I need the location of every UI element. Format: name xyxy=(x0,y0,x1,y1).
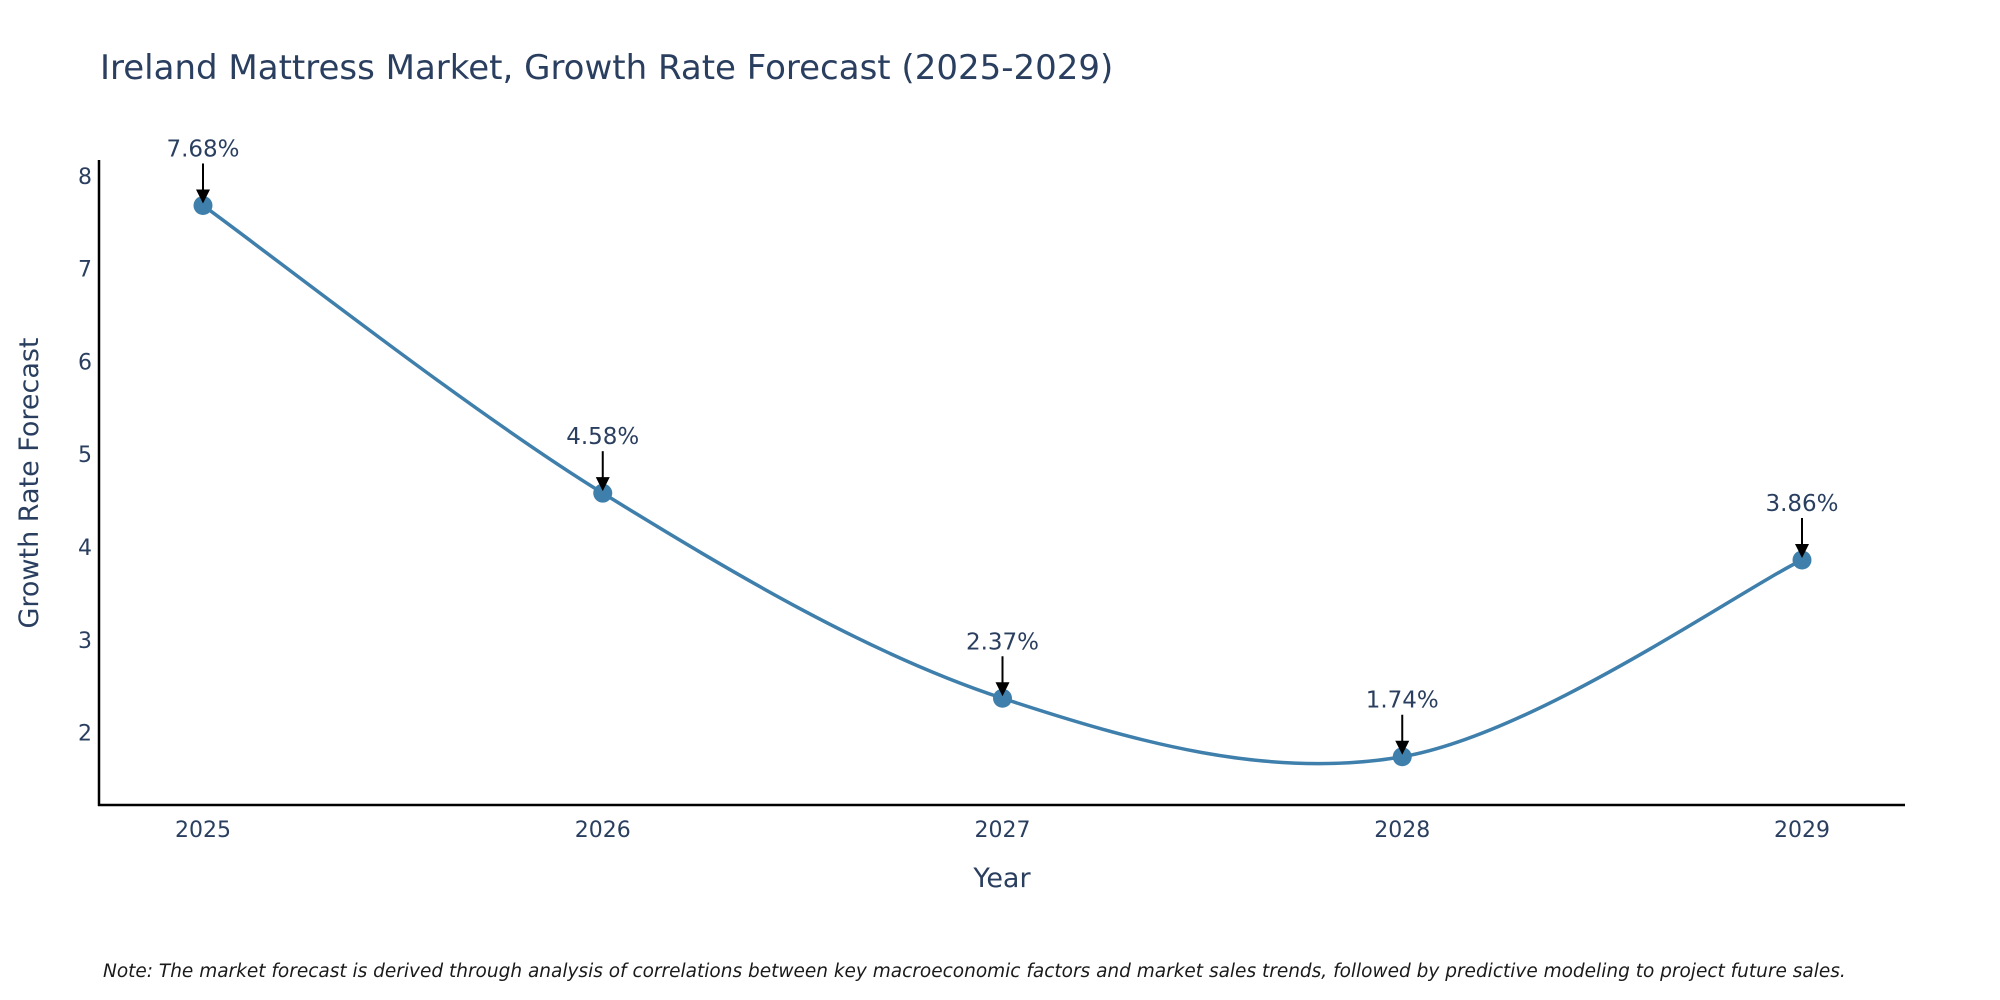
plot-area: 2 3 4 5 6 7 8 2025 2026 2027 2028 2029 7.68% 4.58% 2… xyxy=(78,136,1905,843)
x-tick-label: 2029 xyxy=(1774,818,1830,843)
annotation-arrow-head xyxy=(595,477,610,492)
data-point xyxy=(1392,747,1412,767)
chart-title: Ireland Mattress Market, Growth Rate For… xyxy=(100,48,1113,88)
y-tick-group: 2 3 4 5 6 7 8 xyxy=(78,165,92,747)
data-label: 7.68% xyxy=(166,136,239,162)
x-tick-label: 2027 xyxy=(975,818,1031,843)
data-point xyxy=(1792,550,1812,570)
data-point xyxy=(193,195,213,215)
x-tick-group: 2025 2026 2027 2028 2029 xyxy=(175,818,1830,843)
y-tick-label: 3 xyxy=(78,629,92,654)
y-tick-label: 6 xyxy=(78,350,92,375)
x-tick-label: 2028 xyxy=(1374,818,1430,843)
marker-layer xyxy=(193,195,1812,767)
y-tick-label: 2 xyxy=(78,722,92,747)
x-tick-label: 2026 xyxy=(575,818,631,843)
y-tick-label: 5 xyxy=(78,443,92,468)
data-label: 4.58% xyxy=(566,424,639,450)
annotation-arrow-head xyxy=(995,682,1010,697)
x-axis-title: Year xyxy=(972,863,1031,894)
y-tick-label: 4 xyxy=(78,536,92,561)
data-label: 3.86% xyxy=(1765,491,1838,517)
data-label: 2.37% xyxy=(966,629,1039,655)
annotation-arrow-head xyxy=(1395,740,1410,755)
annotation-layer: 7.68% 4.58% 2.37% 1.74% 3.86% xyxy=(166,136,1839,755)
x-tick-label: 2025 xyxy=(175,818,231,843)
annotation-arrow-head xyxy=(196,189,210,204)
footnote: Note: The market forecast is derived thr… xyxy=(103,961,1846,982)
y-axis-title: Growth Rate Forecast xyxy=(14,337,45,628)
annotation-arrow-head xyxy=(1795,543,1809,558)
y-tick-label: 7 xyxy=(78,258,92,283)
y-tick-label: 8 xyxy=(78,165,92,190)
data-label: 1.74% xyxy=(1366,688,1439,714)
data-point xyxy=(593,483,613,503)
data-point xyxy=(993,688,1012,708)
